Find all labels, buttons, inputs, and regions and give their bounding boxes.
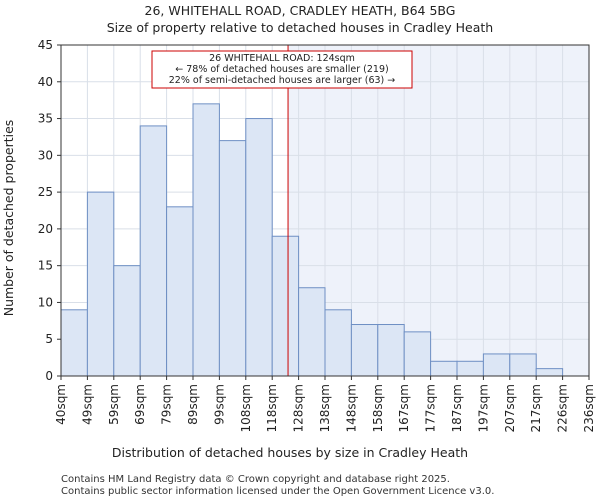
x-tick-label: 217sqm — [529, 384, 543, 432]
y-axis-ticks: 0 5 10 15 20 25 30 35 40 45 — [38, 38, 61, 383]
bar-158sqm — [377, 324, 405, 377]
chart-title: 26, WHITEHALL ROAD, CRADLEY HEATH, B64 5… — [145, 3, 456, 18]
footer-line-2: Contains public sector information licen… — [61, 486, 494, 497]
x-tick-label: 167sqm — [397, 384, 411, 432]
x-tick-label: 197sqm — [476, 384, 490, 432]
x-tick-label: 187sqm — [450, 384, 464, 432]
x-tick-label: 138sqm — [318, 384, 332, 432]
x-tick-label: 148sqm — [344, 384, 358, 432]
y-tick-label: 45 — [38, 38, 53, 52]
bar-177sqm — [430, 360, 458, 377]
y-tick-label: 40 — [38, 75, 53, 89]
bar-197sqm — [482, 353, 511, 377]
x-tick-label: 207sqm — [503, 384, 517, 432]
bar-118sqm — [271, 235, 300, 377]
chart-subtitle: Size of property relative to detached ho… — [107, 20, 493, 35]
x-tick-label: 158sqm — [371, 384, 385, 432]
x-tick-label: 236sqm — [582, 384, 596, 432]
bar-167sqm — [403, 331, 432, 377]
bar-59sqm — [113, 265, 141, 377]
bar-108sqm — [245, 118, 273, 377]
x-axis-ticks: 40sqm 49sqm 59sqm 69sqm 79sqm 89sqm 99sqm 108sq… — [54, 376, 596, 432]
x-tick-label: 118sqm — [265, 384, 279, 432]
bar-207sqm — [509, 353, 537, 377]
x-tick-label: 40sqm — [54, 384, 68, 425]
x-tick-label: 79sqm — [160, 384, 174, 425]
bar-49sqm — [86, 191, 115, 377]
x-tick-label: 226sqm — [556, 384, 570, 432]
bar-40sqm — [60, 309, 88, 377]
y-tick-label: 10 — [38, 295, 53, 309]
x-tick-label: 108sqm — [239, 384, 253, 432]
y-tick-label: 20 — [38, 222, 53, 236]
x-tick-label: 177sqm — [424, 384, 438, 432]
annotation-line-2: ← 78% of detached houses are smaller (21… — [175, 64, 388, 75]
y-axis-label: Number of detached properties — [1, 120, 16, 317]
bar-187sqm — [456, 360, 484, 377]
footer-line-1: Contains HM Land Registry data © Crown c… — [61, 474, 450, 485]
x-tick-label: 89sqm — [186, 384, 200, 425]
bar-148sqm — [350, 324, 379, 377]
bar-138sqm — [324, 309, 352, 377]
x-tick-label: 59sqm — [107, 384, 121, 425]
y-tick-label: 0 — [45, 369, 53, 383]
bar-79sqm — [166, 206, 194, 377]
bar-128sqm — [298, 287, 326, 377]
y-tick-label: 30 — [38, 148, 53, 162]
y-tick-label: 35 — [38, 112, 53, 126]
y-tick-label: 5 — [45, 332, 53, 346]
annotation-box: 26 WHITEHALL ROAD: 124sqm ← 78% of detac… — [151, 50, 413, 89]
x-tick-label: 49sqm — [80, 384, 94, 425]
x-axis-label: Distribution of detached houses by size … — [112, 445, 468, 460]
x-tick-label: 99sqm — [212, 384, 226, 425]
y-tick-label: 25 — [38, 185, 53, 199]
bar-99sqm — [218, 140, 247, 377]
x-tick-label: 128sqm — [292, 384, 306, 432]
bar-89sqm — [192, 103, 220, 377]
annotation-line-1: 26 WHITEHALL ROAD: 124sqm — [209, 53, 355, 64]
y-tick-label: 15 — [38, 259, 53, 273]
bar-69sqm — [139, 125, 168, 377]
x-tick-label: 69sqm — [133, 384, 147, 425]
annotation-line-3: 22% of semi-detached houses are larger (… — [169, 75, 396, 86]
bar-217sqm — [535, 368, 564, 377]
